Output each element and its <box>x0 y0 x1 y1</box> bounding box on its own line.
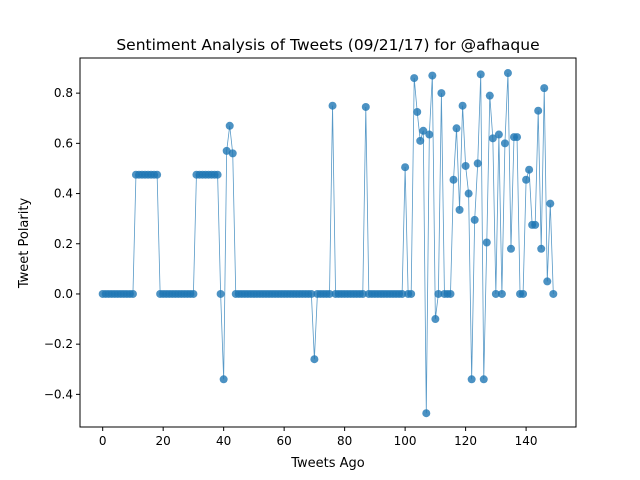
x-tick-label: 120 <box>454 434 477 448</box>
data-point <box>153 170 162 179</box>
data-point <box>513 133 522 142</box>
data-point <box>497 289 506 298</box>
x-tick-label: 80 <box>337 434 352 448</box>
y-axis-title: Tweet Polarity <box>17 198 32 290</box>
data-point <box>458 101 467 110</box>
data-point <box>325 289 334 298</box>
data-point <box>485 91 494 100</box>
data-point <box>189 289 198 298</box>
data-point <box>307 289 316 298</box>
data-point <box>419 126 428 135</box>
data-point <box>534 106 543 115</box>
x-tick-label: 20 <box>156 434 171 448</box>
y-tick-label: 0.8 <box>54 86 73 100</box>
chart-title: Sentiment Analysis of Tweets (09/21/17) … <box>116 36 539 54</box>
data-point <box>467 375 476 384</box>
data-point <box>464 189 473 198</box>
data-point <box>482 238 491 247</box>
y-tick-label: −0.4 <box>44 387 73 401</box>
data-point <box>473 159 482 168</box>
data-point <box>488 134 497 143</box>
data-point <box>494 130 503 139</box>
data-point <box>219 375 228 384</box>
data-point <box>537 244 546 253</box>
data-point <box>410 74 419 83</box>
data-point <box>470 215 479 224</box>
data-point <box>225 121 234 130</box>
data-point <box>549 289 558 298</box>
data-point <box>461 161 470 170</box>
data-point <box>128 289 137 298</box>
data-point <box>506 244 515 253</box>
data-point <box>503 69 512 78</box>
data-point <box>437 89 446 98</box>
data-point <box>361 102 370 111</box>
data-point <box>228 149 237 158</box>
data-point <box>491 289 500 298</box>
data-point <box>431 315 440 324</box>
data-point <box>543 277 552 286</box>
data-point <box>546 199 555 208</box>
data-point <box>398 289 407 298</box>
data-point <box>540 84 549 93</box>
axes-frame <box>79 57 577 428</box>
y-tick-label: 0.0 <box>54 287 73 301</box>
y-tick-label: 0.2 <box>54 237 73 251</box>
y-tick-label: 0.6 <box>54 136 73 150</box>
x-tick-label: 40 <box>216 434 231 448</box>
data-point <box>452 124 461 133</box>
data-point <box>519 289 528 298</box>
data-point <box>213 170 222 179</box>
data-point <box>446 289 455 298</box>
data-point <box>416 136 425 145</box>
data-point <box>401 163 410 172</box>
data-point <box>358 289 367 298</box>
data-point <box>425 130 434 139</box>
data-point <box>500 139 509 148</box>
x-tick-label: 140 <box>515 434 538 448</box>
data-point <box>525 165 534 174</box>
data-point <box>479 375 488 384</box>
data-point <box>449 175 458 184</box>
data-point <box>310 355 319 364</box>
x-tick-label: 100 <box>394 434 417 448</box>
data-point <box>407 289 416 298</box>
x-axis-title: Tweets Ago <box>290 456 365 471</box>
data-point <box>455 205 464 214</box>
data-point <box>476 70 485 79</box>
data-point <box>522 175 531 184</box>
data-point <box>531 220 540 229</box>
data-point <box>428 71 437 80</box>
data-point <box>413 107 422 116</box>
y-tick-label: 0.4 <box>54 187 73 201</box>
data-point <box>216 289 225 298</box>
data-point <box>222 146 231 155</box>
data-point <box>434 289 443 298</box>
plot-area <box>98 69 558 418</box>
data-point <box>328 101 337 110</box>
x-tick-label: 60 <box>277 434 292 448</box>
x-tick-label: 0 <box>99 434 107 448</box>
axes: 0 20 40 60 80 100 120 140 −0.4 −0.2 0.0 0.2 0.4 0.6 0.… <box>44 57 577 448</box>
y-tick-label: −0.2 <box>44 337 73 351</box>
data-point <box>422 409 431 418</box>
